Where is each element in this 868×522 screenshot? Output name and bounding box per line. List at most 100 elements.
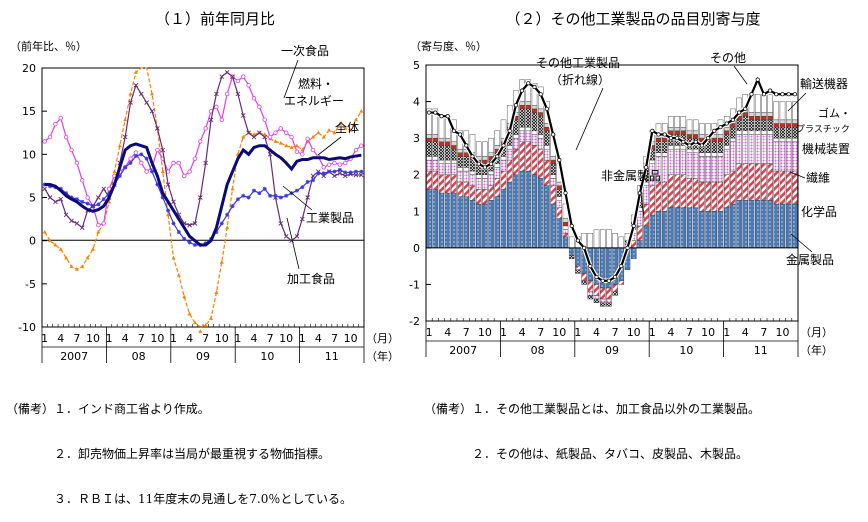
bar-segment-1 bbox=[699, 181, 705, 212]
bar-segment-2 bbox=[500, 159, 507, 172]
total-point bbox=[464, 143, 469, 148]
bar-segment-2 bbox=[705, 156, 711, 183]
bar-segment-6 bbox=[680, 126, 687, 132]
bar-segment-2 bbox=[742, 134, 749, 164]
bar-segment-1 bbox=[531, 145, 538, 175]
point-1 bbox=[101, 221, 106, 226]
bar-segment-0 bbox=[531, 174, 538, 249]
point-3 bbox=[327, 169, 332, 174]
bar-segment-1 bbox=[506, 159, 513, 183]
bar-segment-3 bbox=[779, 137, 786, 142]
total-point bbox=[656, 132, 661, 137]
point-1 bbox=[246, 83, 251, 88]
point-4 bbox=[187, 222, 192, 228]
point-1 bbox=[241, 74, 246, 79]
point-2 bbox=[150, 91, 155, 96]
bar-segment-3 bbox=[711, 152, 718, 157]
bar-segment-0 bbox=[438, 192, 445, 249]
total-point bbox=[749, 92, 754, 97]
point-3 bbox=[214, 230, 219, 235]
bar-segment-3 bbox=[519, 126, 525, 132]
bar-segment-0 bbox=[475, 203, 482, 249]
point-1 bbox=[203, 126, 208, 131]
notes-left: （備考）１．インド商工省より作成。 ２．卸売物価上昇率は当局が最重視する物価指標… bbox=[6, 372, 352, 522]
bar-segment-0 bbox=[711, 211, 718, 249]
point-1 bbox=[337, 162, 343, 167]
point-2 bbox=[80, 264, 85, 269]
bar-segment-0 bbox=[544, 185, 550, 249]
bar-segment-6 bbox=[717, 134, 724, 139]
point-1 bbox=[192, 156, 198, 161]
series-line-0 bbox=[44, 142, 362, 247]
total-point bbox=[768, 88, 773, 93]
point-4 bbox=[310, 173, 316, 179]
label-overall: 全体 bbox=[335, 120, 359, 135]
bar-segment-5 bbox=[531, 108, 538, 113]
bar-segment-1 bbox=[475, 189, 482, 205]
bar-segment-3 bbox=[761, 130, 767, 135]
point-3 bbox=[353, 169, 358, 174]
bar-segment-4 bbox=[742, 115, 749, 132]
point-4 bbox=[96, 195, 101, 200]
bar-segment-7 bbox=[438, 115, 445, 139]
point-4 bbox=[42, 186, 48, 192]
bar-segment-0 bbox=[761, 200, 767, 249]
bar-segment-2 bbox=[593, 295, 600, 300]
bar-segment-1 bbox=[587, 280, 594, 292]
bar-segment-2 bbox=[674, 148, 680, 175]
point-4 bbox=[133, 82, 139, 88]
bar-segment-0 bbox=[506, 181, 513, 249]
point-1 bbox=[224, 91, 230, 97]
bar-segment-2 bbox=[494, 167, 501, 179]
point-3 bbox=[311, 178, 316, 183]
point-2 bbox=[176, 273, 181, 277]
bar-segment-4 bbox=[581, 280, 587, 285]
point-2 bbox=[337, 121, 342, 126]
point-1 bbox=[300, 152, 305, 157]
point-4 bbox=[197, 195, 203, 200]
point-2 bbox=[284, 143, 289, 148]
bar-segment-2 bbox=[463, 170, 470, 183]
bar-segment-4 bbox=[537, 115, 544, 135]
bar-segment-3 bbox=[537, 134, 544, 139]
bar-segment-7 bbox=[792, 101, 798, 121]
bar-segment-1 bbox=[537, 148, 544, 179]
y-tick-label: 2 bbox=[413, 169, 420, 182]
bar-segment-7 bbox=[612, 233, 618, 249]
bar-segment-3 bbox=[531, 130, 538, 135]
point-3 bbox=[123, 165, 128, 170]
point-2 bbox=[219, 260, 224, 264]
chart-2-series-labels: その他工業製品 （折れ線） その他 輸送機器 ゴム・ プラスチック 機械装置 非… bbox=[536, 51, 851, 267]
bar-segment-2 bbox=[779, 141, 786, 172]
bar-segment-2 bbox=[792, 141, 798, 172]
x-year-label: 09 bbox=[196, 350, 210, 363]
x-month-label: 10 bbox=[86, 332, 100, 345]
leader-overall bbox=[317, 136, 342, 156]
point-2 bbox=[166, 212, 171, 217]
bar-segment-3 bbox=[525, 126, 532, 132]
bar-segment-6 bbox=[550, 156, 556, 161]
total-point bbox=[737, 110, 742, 115]
total-point bbox=[761, 92, 766, 97]
bar-segment-7 bbox=[761, 94, 767, 113]
point-3 bbox=[128, 160, 133, 165]
point-2 bbox=[241, 134, 246, 139]
bar-segment-1 bbox=[711, 181, 718, 212]
bar-segment-2 bbox=[699, 156, 705, 183]
point-3 bbox=[257, 191, 262, 196]
bar-segment-6 bbox=[451, 141, 457, 146]
point-1 bbox=[58, 115, 63, 121]
point-3 bbox=[144, 156, 149, 161]
y-tick-label: 1 bbox=[413, 205, 420, 218]
point-3 bbox=[155, 182, 160, 187]
bar-segment-0 bbox=[432, 189, 439, 249]
point-3 bbox=[101, 197, 106, 202]
bar-segment-7 bbox=[494, 130, 501, 146]
bar-segment-3 bbox=[692, 148, 699, 153]
bar-segment-0 bbox=[469, 200, 476, 249]
bar-segment-2 bbox=[785, 141, 792, 172]
label-processed-food: 加工食品 bbox=[287, 271, 335, 286]
x-month-label: 4 bbox=[444, 326, 451, 339]
total-point bbox=[538, 92, 543, 97]
